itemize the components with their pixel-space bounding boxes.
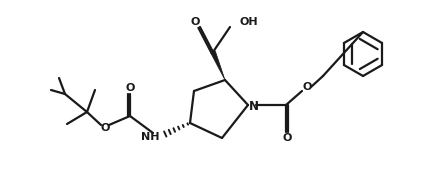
Text: O: O [191, 17, 200, 27]
Text: OH: OH [240, 17, 259, 27]
Text: O: O [125, 83, 135, 93]
Text: N: N [249, 100, 259, 114]
Polygon shape [210, 51, 225, 80]
Text: NH: NH [141, 132, 160, 142]
Text: O: O [302, 82, 312, 92]
Text: O: O [282, 133, 292, 143]
Text: O: O [100, 123, 110, 133]
